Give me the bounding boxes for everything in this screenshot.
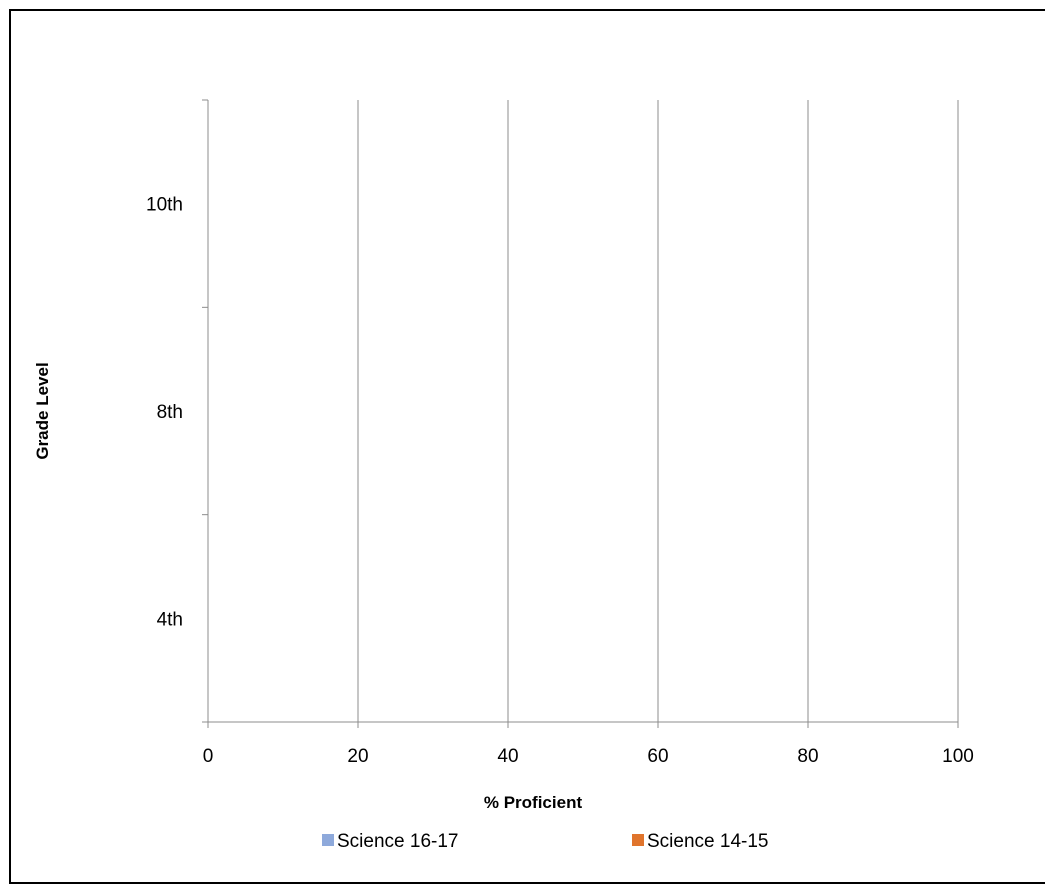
- x-tick-label-20: 20: [347, 746, 368, 767]
- y-tick-label-8th: 8th: [157, 402, 183, 423]
- legend-swatch-1: [322, 834, 334, 846]
- x-tick-label-0: 0: [203, 746, 214, 767]
- y-axis-title: Grade Level: [33, 362, 52, 459]
- x-tick-label-80: 80: [797, 746, 818, 767]
- legend-label-2: Science 14-15: [647, 831, 768, 852]
- x-tick-label-40: 40: [497, 746, 518, 767]
- legend-label-1: Science 16-17: [337, 831, 458, 852]
- x-tick-label-100: 100: [942, 746, 974, 767]
- x-axis-title: % Proficient: [484, 793, 583, 812]
- legend-swatch-2: [632, 834, 644, 846]
- chart-frame: [9, 9, 1045, 884]
- y-tick-label-10th: 10th: [146, 195, 183, 216]
- y-tick-label-4th: 4th: [157, 609, 183, 630]
- x-tick-label-60: 60: [647, 746, 668, 767]
